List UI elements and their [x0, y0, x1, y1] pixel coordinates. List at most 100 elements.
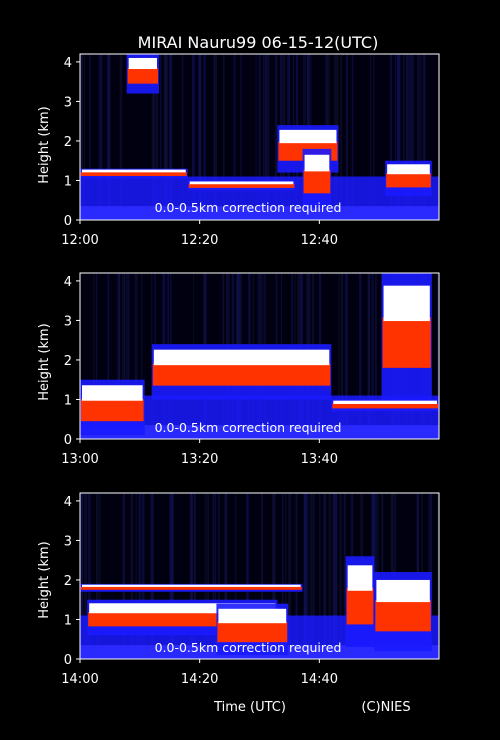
- noise-streak: [262, 54, 265, 220]
- y-tick-label: 1: [64, 174, 72, 189]
- noise-streak: [119, 54, 123, 220]
- noise-streak: [408, 54, 412, 220]
- cloud-layer-peak: [82, 169, 186, 173]
- cloud-layer-peak: [387, 164, 430, 175]
- noise-streak: [151, 54, 154, 220]
- noise-streak: [80, 54, 83, 220]
- noise-streak: [324, 493, 327, 659]
- noise-streak: [191, 54, 195, 220]
- x-tick-label: 12:40: [301, 233, 338, 248]
- noise-streak: [255, 54, 257, 220]
- backscatter-plot-1: [79, 53, 440, 221]
- noise-streak: [312, 493, 315, 659]
- plot-frame: [79, 53, 440, 221]
- y-tick-label: 1: [64, 613, 72, 628]
- y-tick-label: 3: [64, 314, 72, 329]
- cloud-layer-core: [217, 621, 288, 643]
- noise-streak: [368, 273, 370, 439]
- correction-annotation-1: 0.0-0.5km correction required: [155, 200, 342, 215]
- x-tick-label: 14:00: [61, 672, 98, 687]
- noise-streak: [397, 54, 400, 220]
- noise-streak: [122, 493, 125, 659]
- cloud-layer-core: [332, 403, 438, 409]
- cloud-layer-peak: [279, 129, 337, 144]
- cloud-layer-peak: [89, 603, 276, 614]
- noise-streak: [138, 493, 142, 659]
- cloud-layer-peak: [153, 349, 330, 366]
- noise-streak: [411, 54, 414, 220]
- noise-streak: [151, 273, 153, 439]
- noise-streak: [98, 54, 102, 220]
- cloud-layer-peak: [383, 285, 430, 322]
- noise-streak: [214, 54, 217, 220]
- noise-streak: [80, 493, 84, 659]
- correction-annotation-3: 0.0-0.5km correction required: [155, 640, 342, 655]
- noise-streak: [240, 54, 242, 220]
- noise-streak: [373, 54, 375, 220]
- noise-streak: [271, 493, 275, 659]
- cloud-layer-core: [188, 183, 295, 188]
- noise-streak: [345, 273, 348, 439]
- cloud-layer-peak: [82, 385, 143, 401]
- noise-streak: [96, 493, 99, 659]
- y-tick-label: 2: [64, 354, 72, 369]
- noise-streak: [405, 54, 409, 220]
- cloud-layer-core: [386, 173, 431, 188]
- cloud-layer-core: [81, 586, 302, 590]
- panel-12utc: Height (km) 0 1 2 3 4 12:00 12:20 12:40 0.0-0.…: [37, 53, 440, 248]
- xticks-1: 12:00 12:20 12:40: [61, 220, 338, 248]
- x-tick-label: 13:20: [181, 452, 218, 467]
- x-tick-label: 14:40: [301, 672, 338, 687]
- y-tick-label: 0: [64, 214, 72, 229]
- credit-label: (C)NIES: [361, 700, 410, 715]
- cloud-layer-peak: [376, 579, 430, 603]
- noise-streak: [436, 273, 438, 439]
- noise-streak: [126, 273, 128, 439]
- noise-streak: [246, 493, 249, 659]
- noise-streak: [142, 493, 145, 659]
- ylabel-3: Height (km): [37, 541, 52, 618]
- noise-streak: [346, 54, 349, 220]
- cloud-layer-peak: [304, 154, 330, 172]
- y-tick-label: 4: [64, 495, 72, 510]
- y-tick-label: 0: [64, 433, 72, 448]
- xticks-2: 13:00 13:20 13:40: [61, 439, 338, 467]
- cloud-layer-core: [375, 599, 431, 632]
- y-tick-label: 3: [64, 95, 72, 110]
- noise-streak: [306, 493, 309, 659]
- noise-streak: [288, 493, 292, 659]
- noise-streak: [369, 54, 372, 220]
- noise-streak: [203, 54, 206, 220]
- noise-streak: [204, 493, 207, 659]
- x-tick-label: 14:20: [181, 672, 218, 687]
- noise-streak: [424, 54, 426, 220]
- y-tick-label: 2: [64, 135, 72, 150]
- noise-streak: [223, 54, 225, 220]
- near-surface-layer: [80, 425, 439, 439]
- noise-streak: [171, 493, 174, 659]
- noise-streak: [123, 273, 125, 439]
- x-tick-label: 12:20: [181, 233, 218, 248]
- y-tick-label: 4: [64, 275, 72, 290]
- cloud-layer-core: [346, 588, 374, 625]
- noise-streak: [351, 54, 354, 220]
- noise-streak: [359, 273, 362, 439]
- noise-streak: [437, 493, 439, 659]
- noise-streak: [339, 493, 342, 659]
- cloud-layer-peak: [128, 57, 157, 70]
- yticks-2: 0 1 2 3 4: [64, 275, 80, 448]
- cloud-layer-peak: [189, 181, 294, 185]
- noise-streak: [310, 493, 313, 659]
- y-tick-label: 1: [64, 393, 72, 408]
- noise-streak: [107, 273, 110, 439]
- noise-streak: [135, 493, 137, 659]
- noise-streak: [95, 273, 98, 439]
- noise-streak: [224, 493, 227, 659]
- noise-streak: [207, 493, 209, 659]
- noise-streak: [155, 54, 159, 220]
- noise-streak: [395, 54, 397, 220]
- noise-streak: [150, 493, 152, 659]
- noise-streak: [101, 54, 103, 220]
- x-tick-label: 12:00: [61, 233, 98, 248]
- noise-streak: [285, 493, 287, 659]
